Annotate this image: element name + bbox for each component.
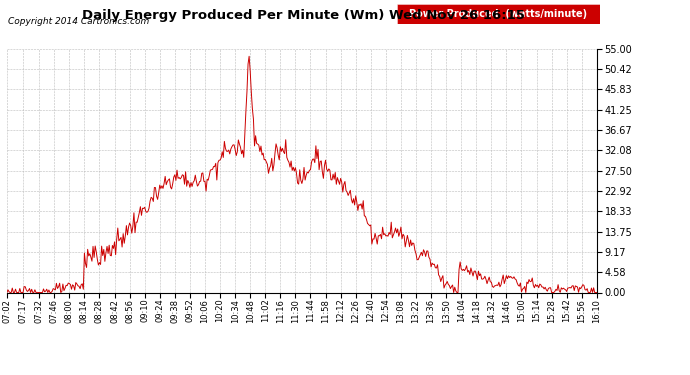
Text: Daily Energy Produced Per Minute (Wm) Wed Nov 26 16:15: Daily Energy Produced Per Minute (Wm) We…: [82, 9, 525, 22]
Text: Copyright 2014 Cartronics.com: Copyright 2014 Cartronics.com: [8, 17, 150, 26]
Text: Power Produced  (watts/minute): Power Produced (watts/minute): [409, 9, 588, 19]
